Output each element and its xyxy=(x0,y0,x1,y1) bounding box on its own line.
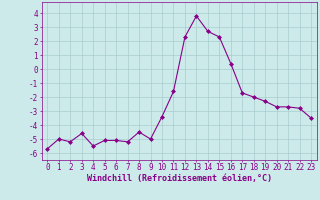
X-axis label: Windchill (Refroidissement éolien,°C): Windchill (Refroidissement éolien,°C) xyxy=(87,174,272,183)
